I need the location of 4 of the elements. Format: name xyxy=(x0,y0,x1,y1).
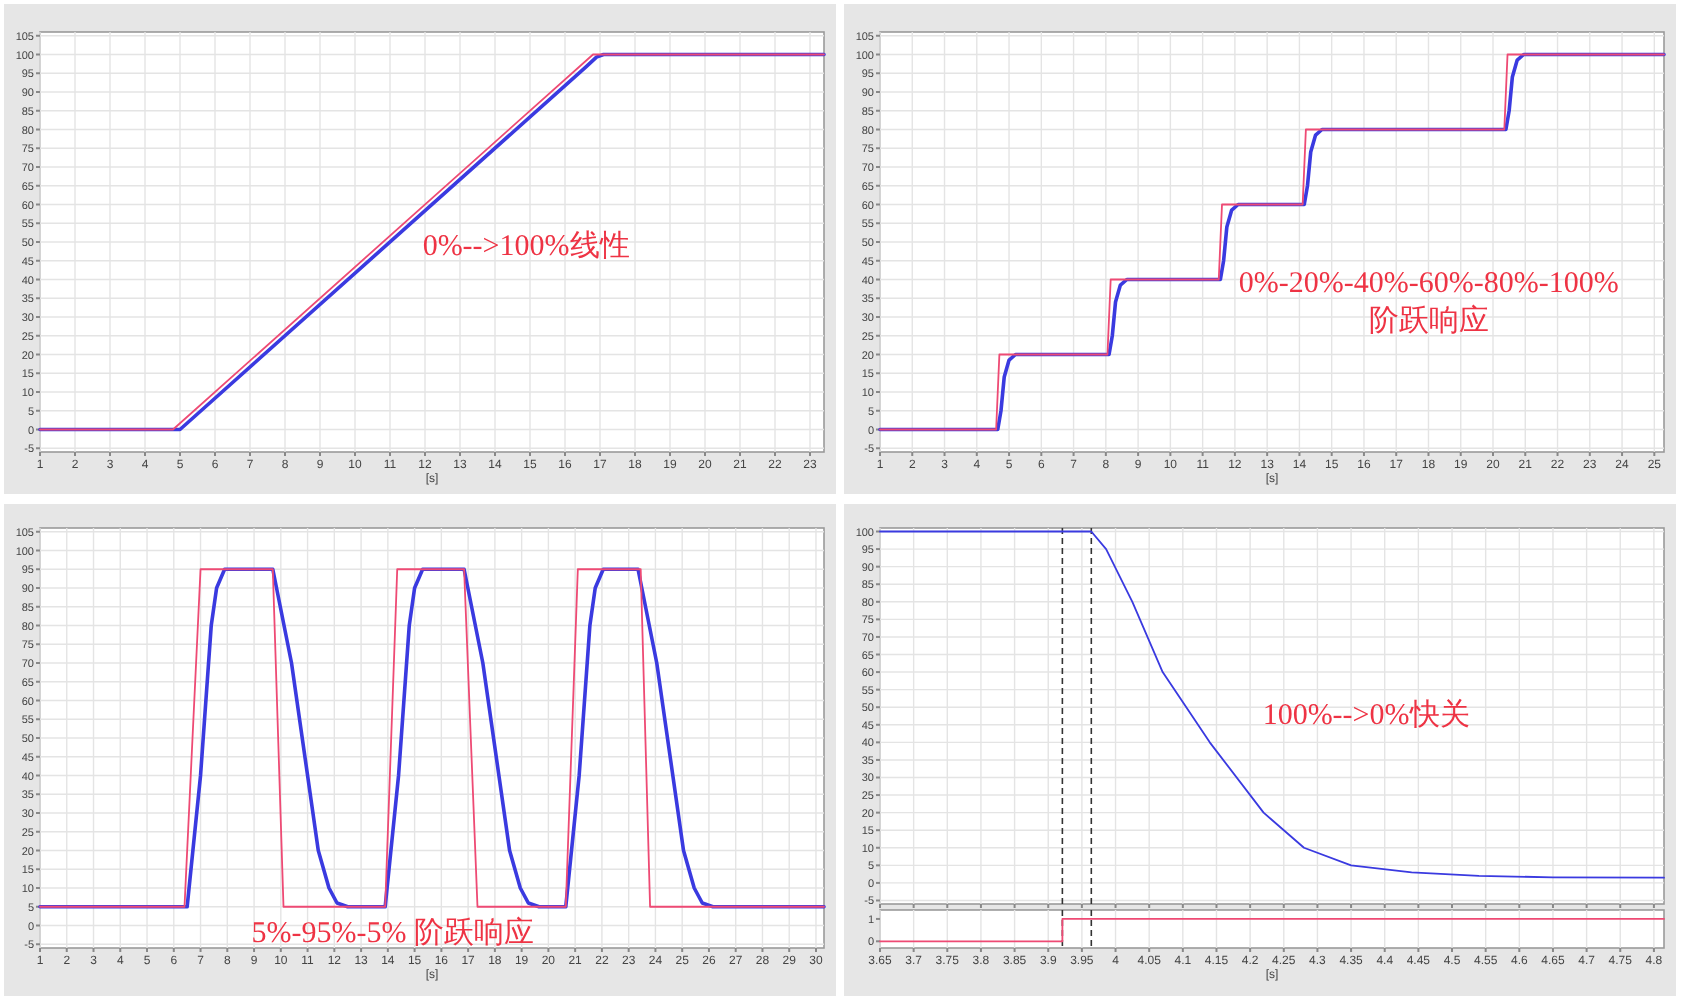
annotation: 0%-20%-40%-60%-80%-100% 阶跃响应 xyxy=(1238,268,1619,339)
annotation: 5%-95%-5% 阶跃响应 xyxy=(251,915,535,950)
annotation: 0%-->100%线性 xyxy=(422,228,630,263)
annotation: 100%-->0%快关 xyxy=(1262,697,1470,732)
